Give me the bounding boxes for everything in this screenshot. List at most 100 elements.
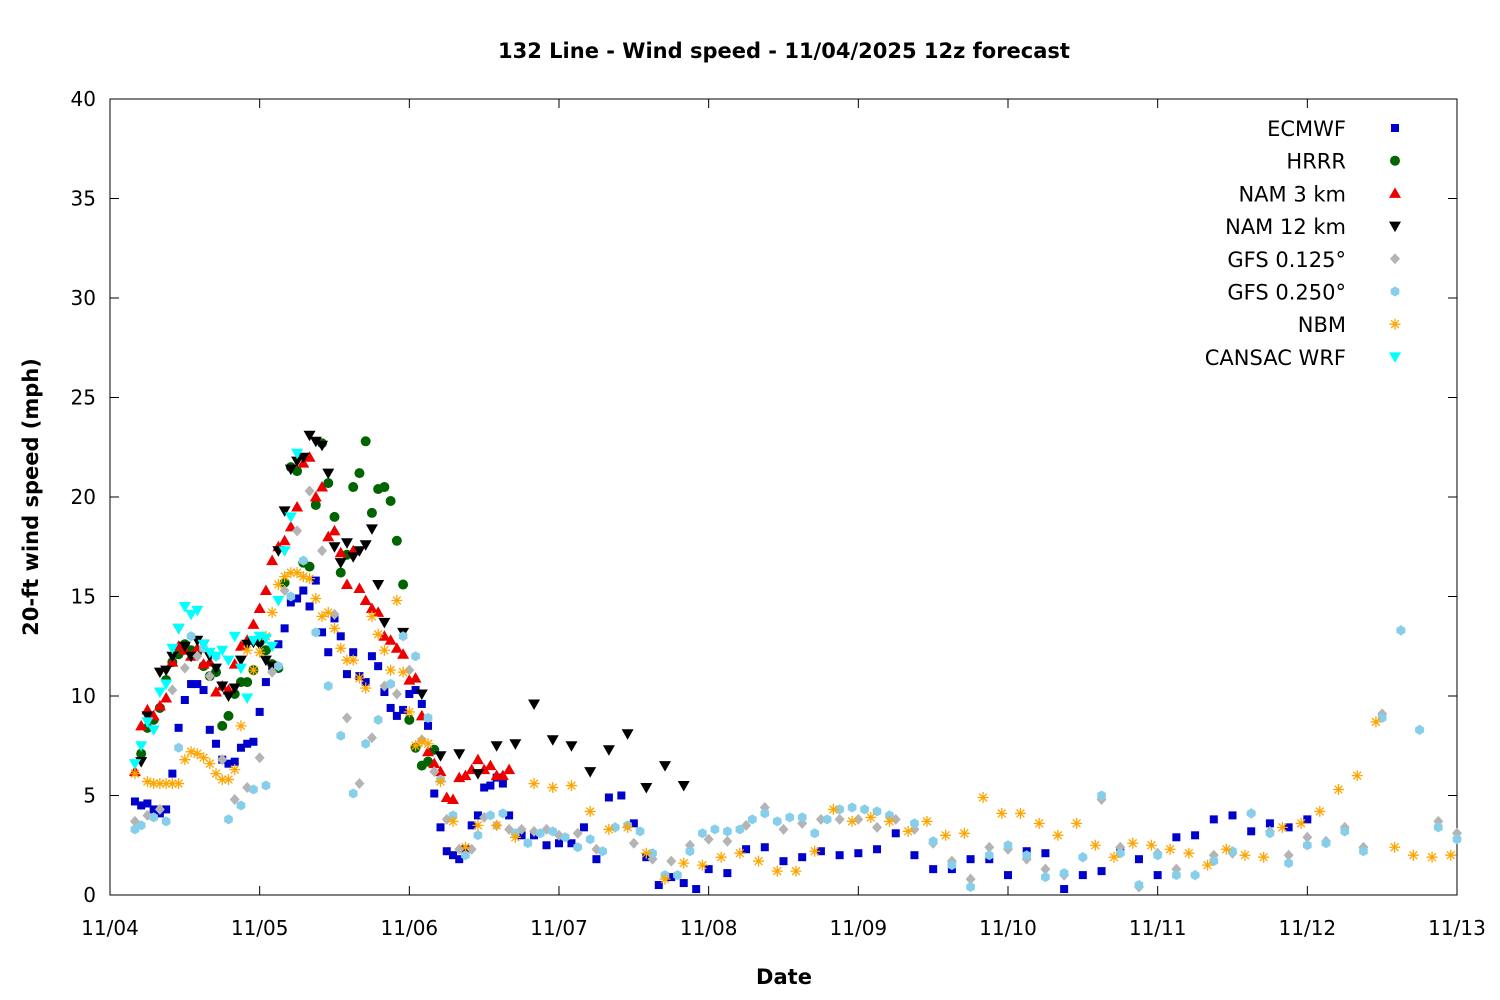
data-point [1302, 831, 1313, 843]
data-point [291, 456, 304, 468]
data-point [399, 705, 408, 714]
data-point [816, 847, 825, 856]
data-point [224, 814, 233, 825]
data-point [410, 740, 422, 752]
data-point [873, 845, 882, 854]
data-point [193, 680, 202, 689]
x-tick-label: 11/04 [81, 916, 139, 940]
data-point [141, 776, 153, 788]
data-point [1321, 838, 1331, 849]
data-point [160, 665, 173, 677]
y-tick-label: 40 [71, 87, 96, 111]
y-tick-label: 20 [71, 485, 96, 509]
data-point [491, 819, 503, 831]
data-point [324, 648, 333, 657]
data-point [210, 686, 223, 697]
data-point [329, 511, 340, 522]
x-tick-label: 11/13 [1428, 916, 1486, 940]
data-point [486, 781, 495, 790]
data-point [603, 823, 615, 835]
data-point [353, 672, 365, 684]
data-point [555, 839, 563, 848]
y-tick-label: 30 [71, 286, 96, 310]
data-point [203, 647, 216, 659]
data-point [254, 646, 266, 658]
data-point [247, 664, 259, 676]
data-point [366, 732, 377, 744]
data-point [1359, 846, 1368, 857]
legend-marker [1389, 221, 1401, 233]
data-point [910, 818, 919, 829]
data-point [336, 730, 346, 741]
data-point [204, 670, 215, 682]
y-tick-label: 5 [83, 784, 96, 808]
data-point [409, 672, 422, 683]
data-point [359, 540, 372, 551]
data-point [261, 678, 270, 687]
data-point [217, 720, 228, 731]
data-point [143, 799, 152, 808]
data-point [303, 430, 316, 442]
data-point [673, 870, 682, 881]
data-point [654, 881, 663, 890]
data-point [1172, 870, 1181, 881]
data-point [436, 823, 445, 832]
data-point [347, 654, 359, 666]
data-point [423, 712, 433, 723]
data-point [235, 720, 247, 732]
data-point [304, 561, 315, 572]
data-point [798, 853, 807, 862]
data-point [160, 691, 173, 703]
data-point [322, 530, 335, 542]
data-point [1153, 871, 1162, 880]
data-point [317, 545, 328, 557]
data-point [286, 598, 295, 607]
data-point [1115, 848, 1125, 859]
data-point [1283, 849, 1294, 861]
data-point [1040, 863, 1051, 875]
data-point [760, 843, 769, 852]
data-point [149, 805, 158, 814]
data-point [305, 602, 314, 611]
data-point [242, 677, 253, 688]
data-point [297, 452, 310, 464]
data-point [760, 808, 770, 819]
data-point [141, 717, 154, 728]
data-point [160, 778, 172, 790]
data-point [254, 752, 265, 764]
data-point [622, 821, 634, 833]
data-point [386, 703, 395, 712]
data-point [928, 836, 938, 847]
legend-label: CANSAC WRF [1205, 346, 1346, 370]
data-point [284, 520, 297, 532]
data-point [205, 725, 214, 734]
data-point [135, 741, 148, 752]
data-point [542, 841, 551, 850]
data-point [229, 764, 241, 776]
data-point [486, 810, 495, 821]
data-point [835, 851, 844, 860]
data-point [423, 756, 434, 767]
data-point [229, 793, 240, 805]
data-point [471, 769, 484, 780]
legend-marker [1389, 187, 1401, 198]
data-point [272, 595, 285, 607]
data-point [297, 571, 309, 583]
data-point [547, 782, 559, 794]
data-point [153, 699, 166, 711]
data-point [322, 606, 334, 618]
data-point [579, 823, 588, 832]
data-point [490, 741, 503, 752]
data-point [216, 681, 229, 693]
data-point [378, 644, 390, 656]
data-point [311, 627, 321, 638]
data-point [640, 783, 653, 794]
data-point [785, 812, 795, 823]
data-point [272, 579, 284, 591]
data-point [471, 753, 484, 765]
data-point [429, 766, 440, 778]
data-point [598, 846, 607, 857]
data-point [179, 754, 191, 766]
data-point [280, 624, 289, 633]
data-point [417, 699, 426, 708]
